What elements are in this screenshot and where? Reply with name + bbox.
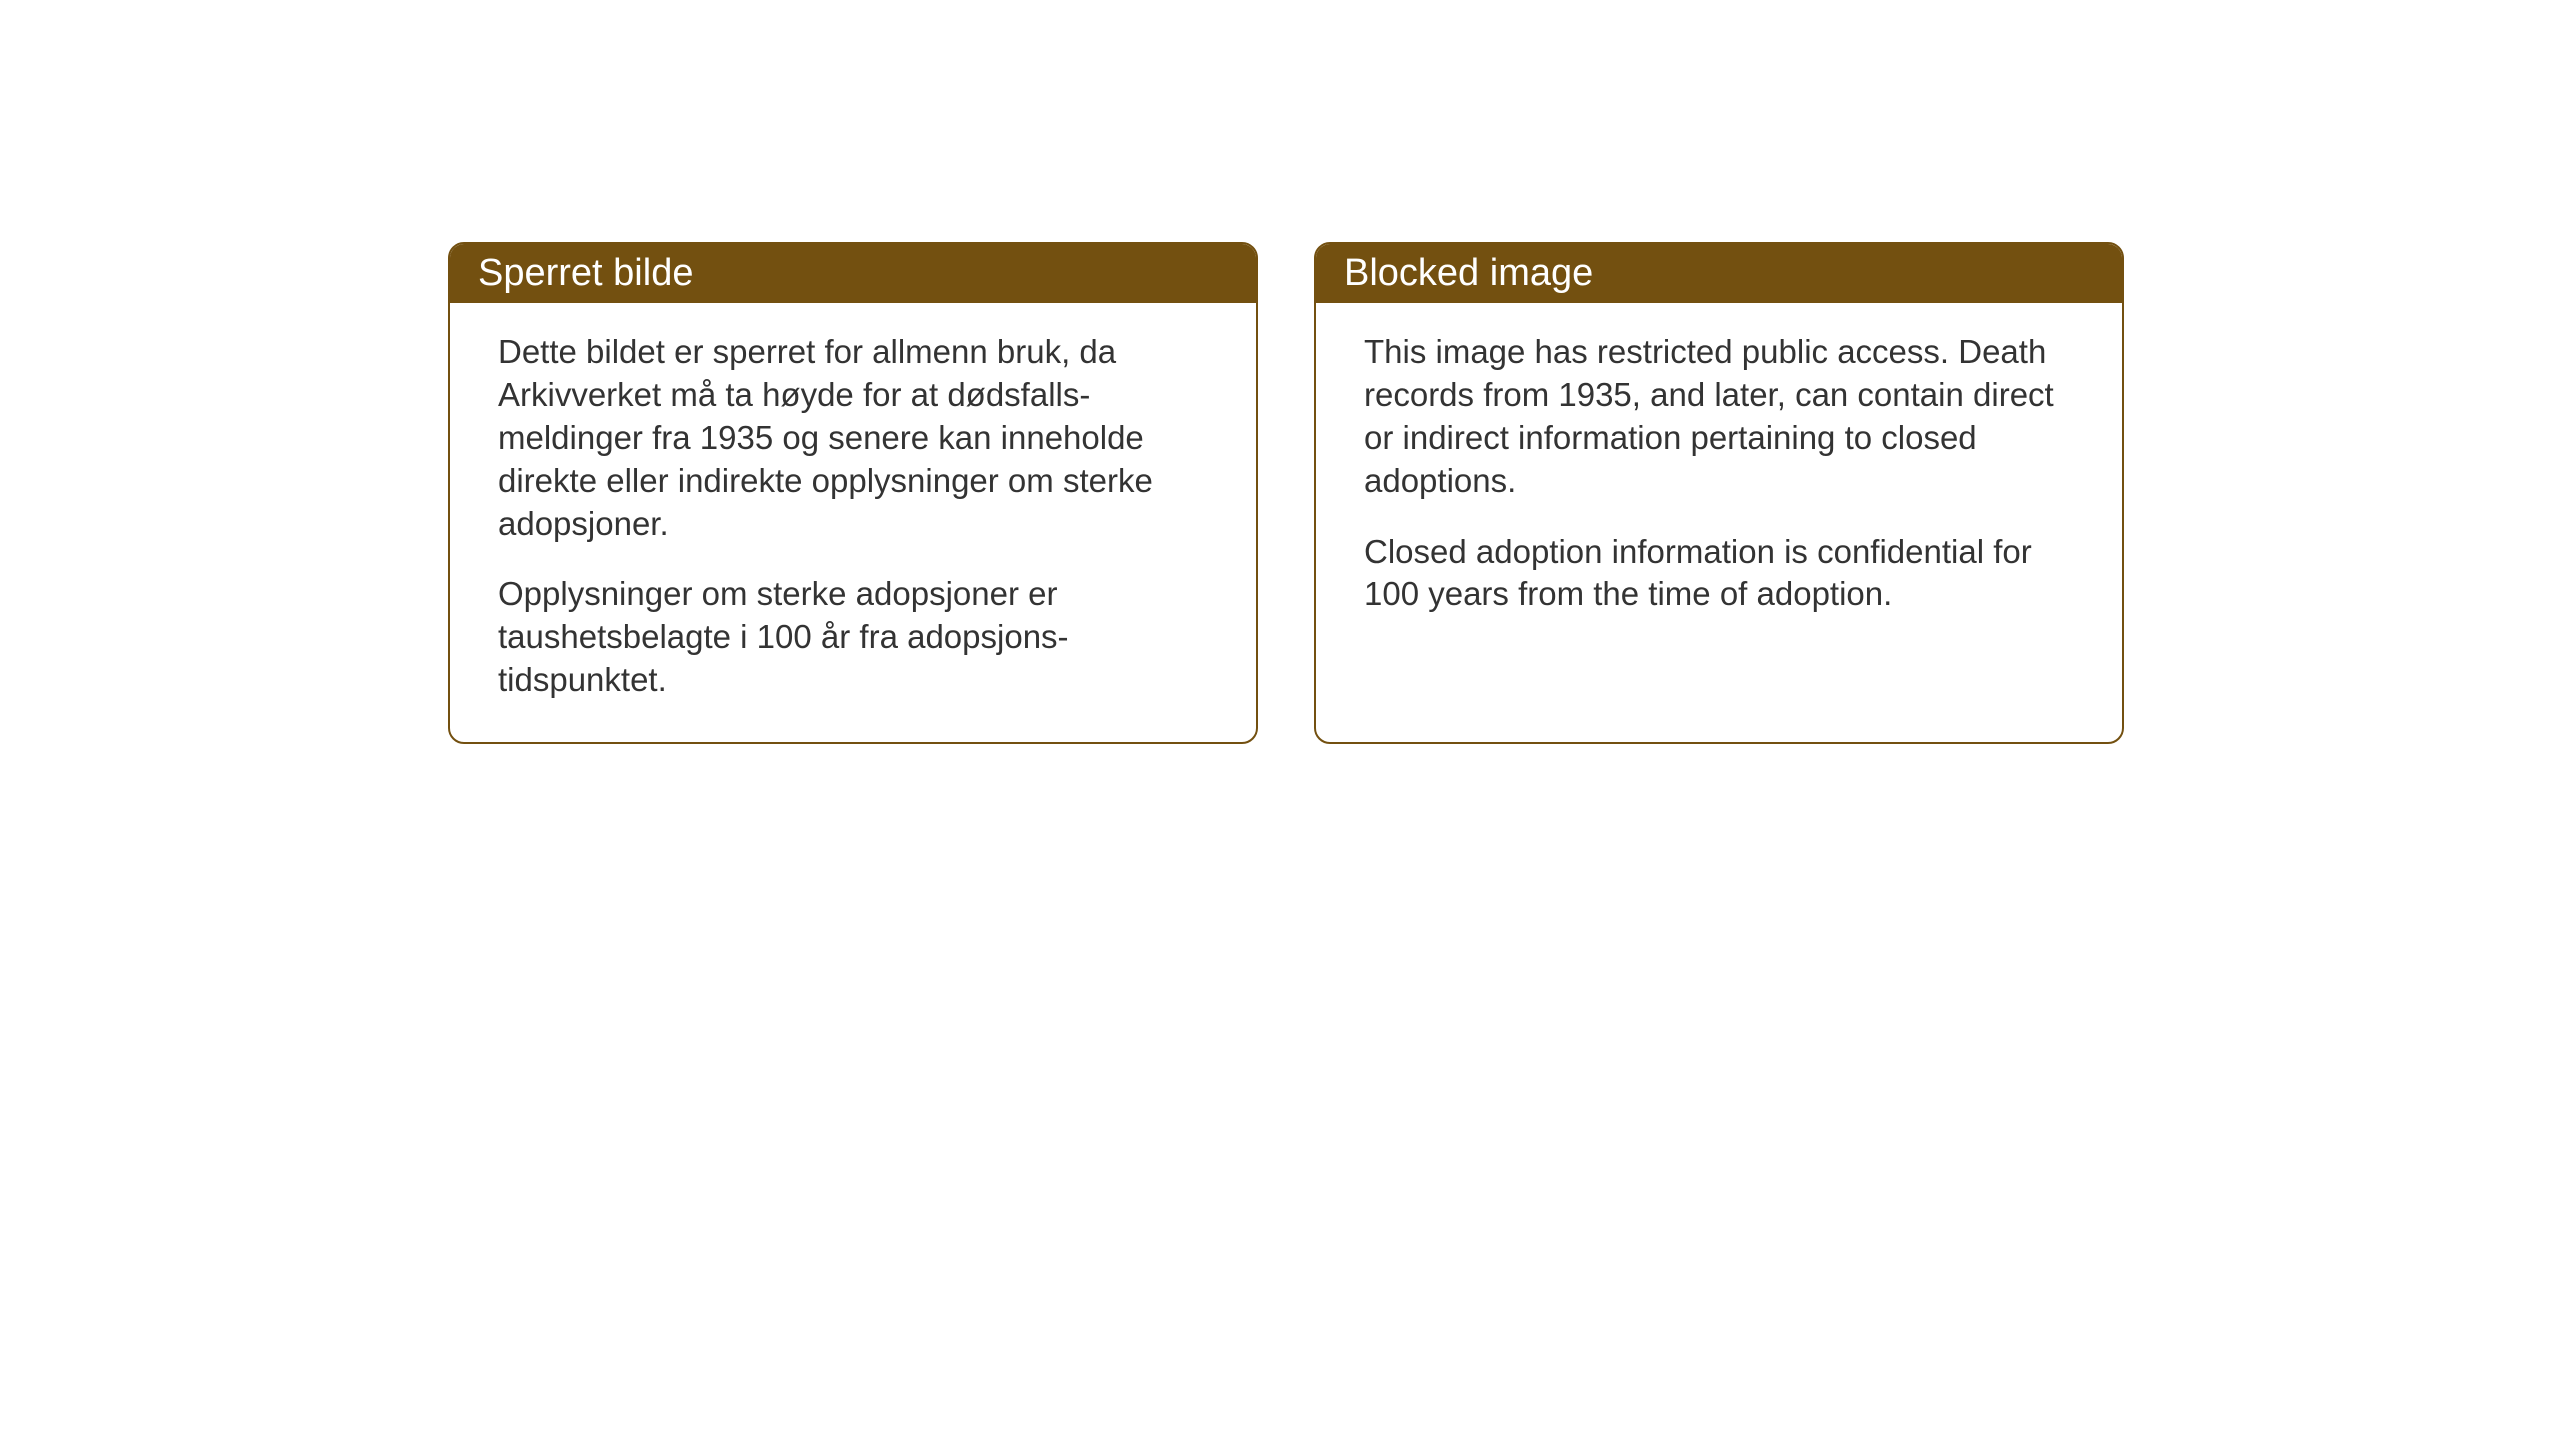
notice-box-english: Blocked image This image has restricted … <box>1314 242 2124 744</box>
notice-title-norwegian: Sperret bilde <box>450 244 1256 303</box>
notice-paragraph-1-norwegian: Dette bildet er sperret for allmenn bruk… <box>498 331 1208 545</box>
notice-body-norwegian: Dette bildet er sperret for allmenn bruk… <box>450 303 1256 742</box>
notice-container: Sperret bilde Dette bildet er sperret fo… <box>448 242 2124 744</box>
notice-box-norwegian: Sperret bilde Dette bildet er sperret fo… <box>448 242 1258 744</box>
notice-title-english: Blocked image <box>1316 244 2122 303</box>
notice-paragraph-1-english: This image has restricted public access.… <box>1364 331 2074 503</box>
notice-body-english: This image has restricted public access.… <box>1316 303 2122 656</box>
notice-paragraph-2-norwegian: Opplysninger om sterke adopsjoner er tau… <box>498 573 1208 702</box>
notice-paragraph-2-english: Closed adoption information is confident… <box>1364 531 2074 617</box>
